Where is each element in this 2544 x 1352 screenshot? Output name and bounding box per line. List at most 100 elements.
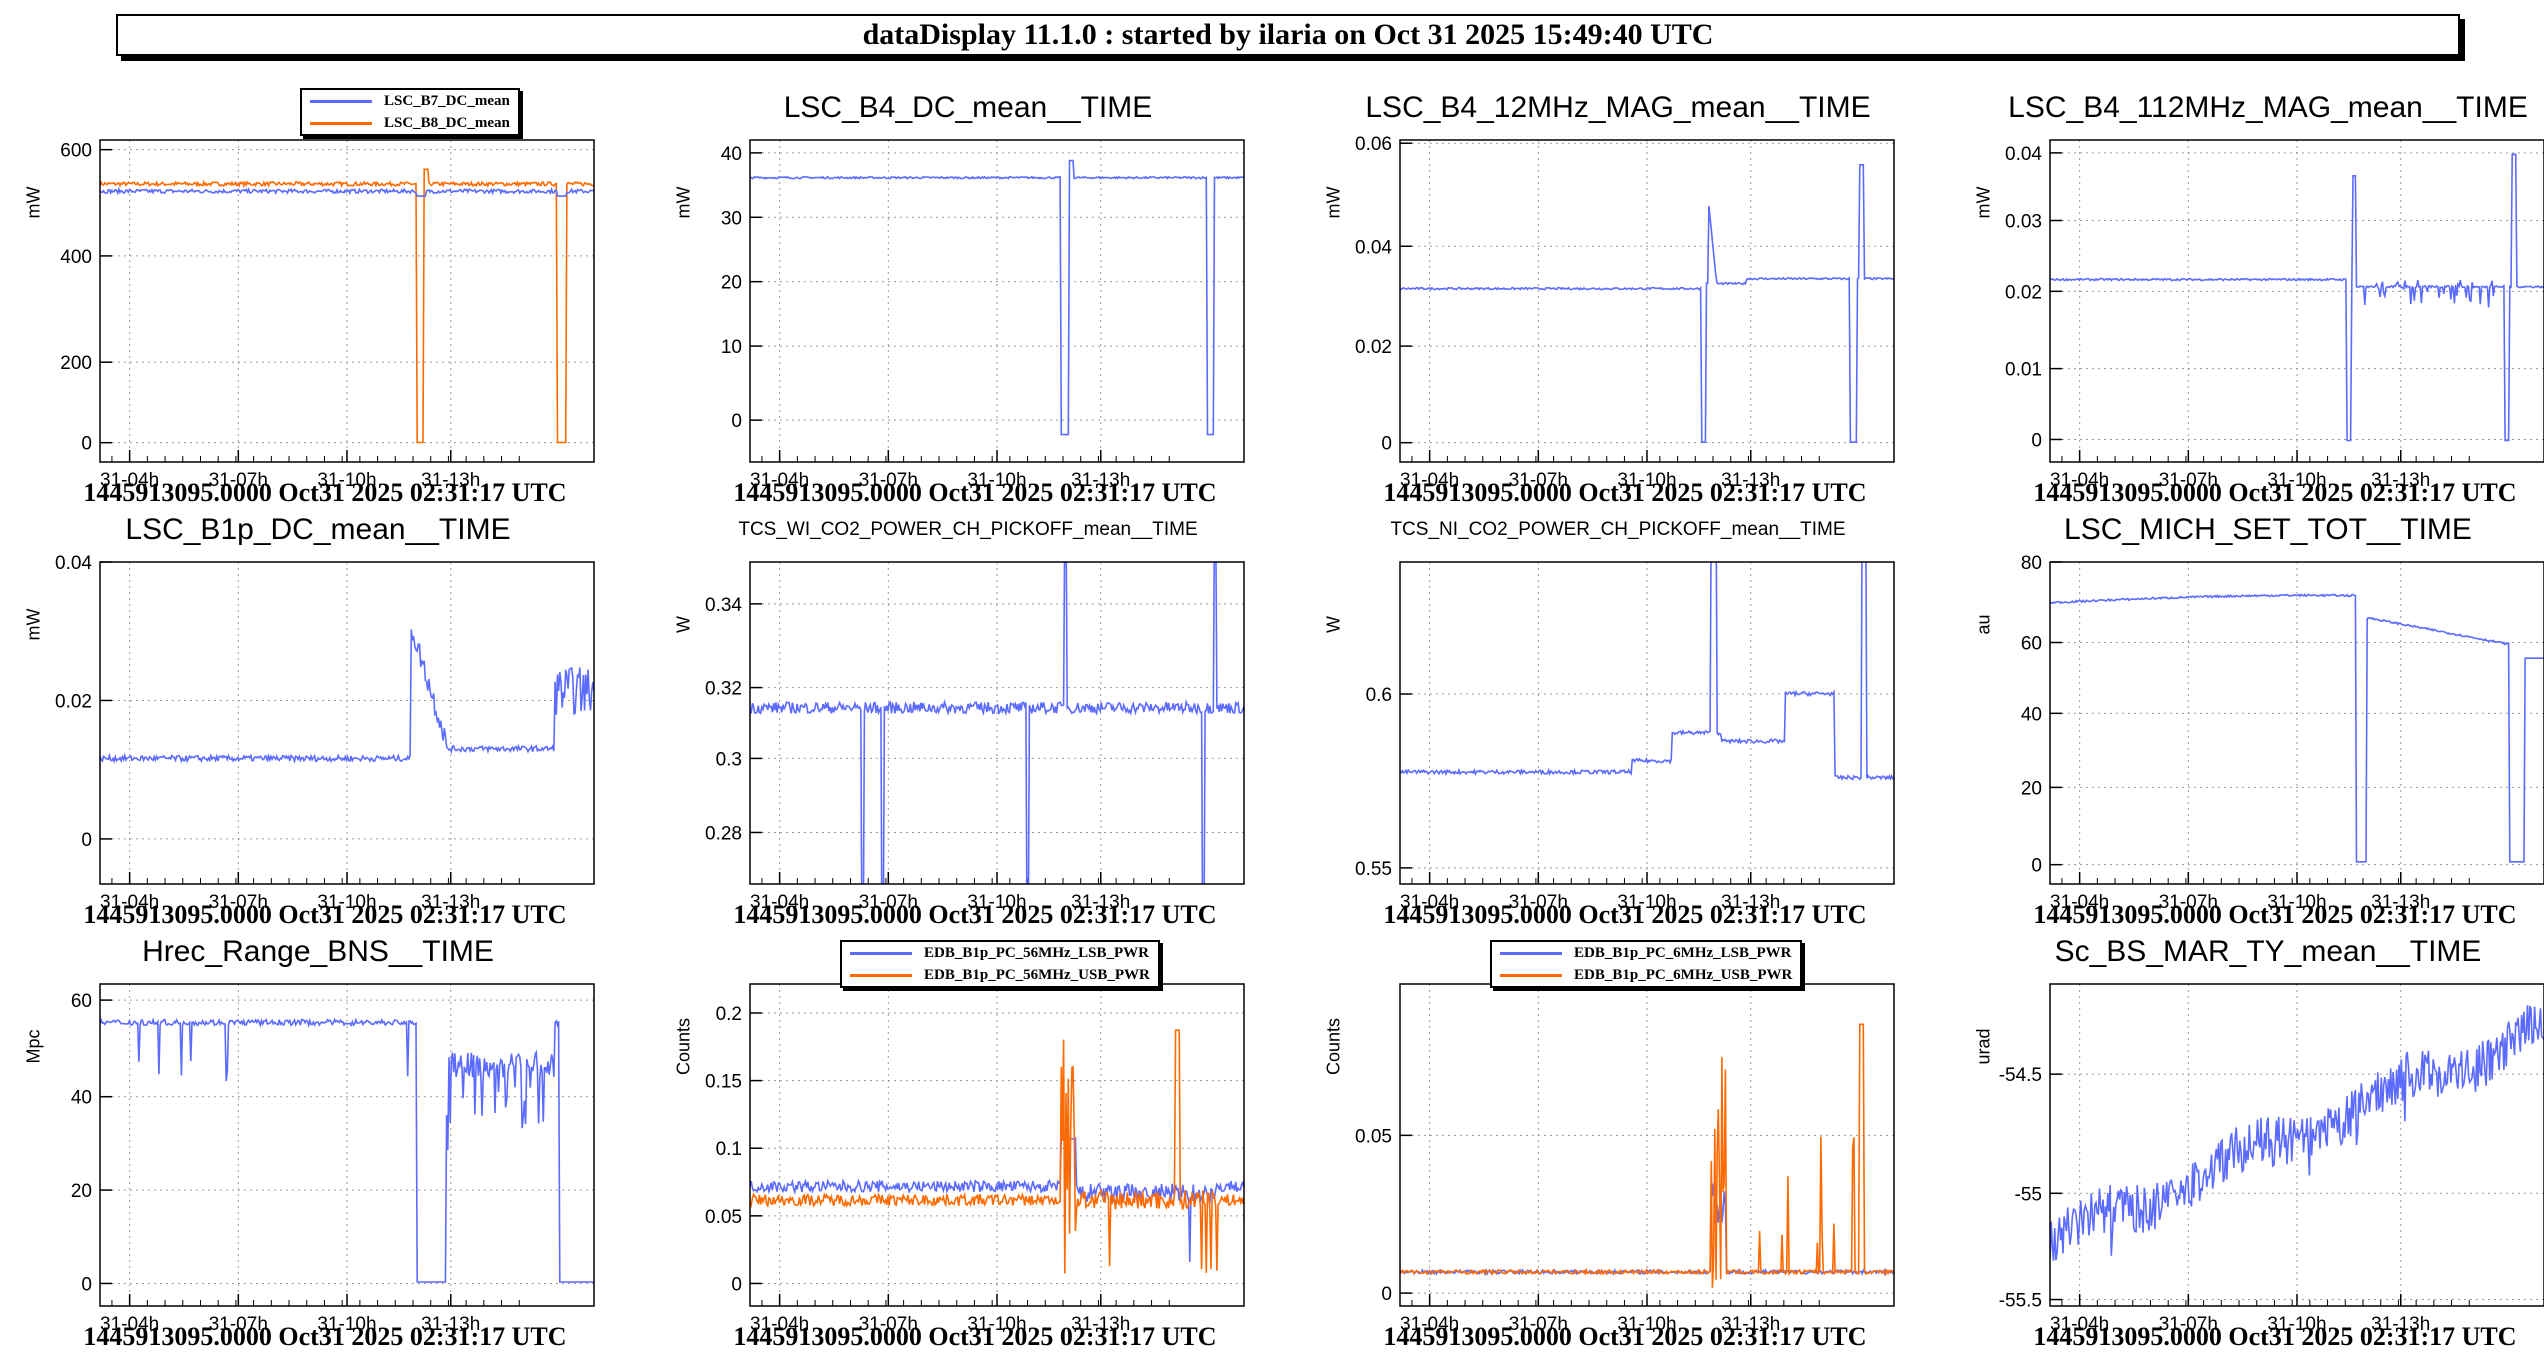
legend-swatch <box>850 951 912 955</box>
series-line-blue <box>750 562 1244 884</box>
plot-frame <box>749 139 1245 463</box>
plot-title: LSC_MICH_SET_TOT__TIME <box>2064 513 2472 546</box>
plot-panel: Sc_BS_MAR_TY_mean__TIME urad -54.5 -55 -55.5… <box>1950 930 2544 1351</box>
plot-title: Sc_BS_MAR_TY_mean__TIME <box>2054 935 2482 968</box>
x-tick-label: 31-13h <box>2371 470 2430 491</box>
y-tick-label: 0.55 <box>1355 859 1392 880</box>
y-tick-label: 40 <box>2021 704 2042 725</box>
time-footer: 1445913095.0000 Oct31 2025 02:31:17 UTC <box>1383 900 1867 929</box>
x-tick-label: 31-13h <box>1071 470 1130 491</box>
y-tick-label: 0.6 <box>1366 685 1392 706</box>
legend-item: EDB_B1p_PC_56MHz_LSB_PWR <box>842 942 1158 964</box>
y-tick-label: 400 <box>60 247 92 268</box>
plot-title: LSC_B4_112MHz_MAG_mean__TIME <box>2008 91 2528 124</box>
time-footer: 1445913095.0000 Oct31 2025 02:31:17 UTC <box>1383 1322 1867 1351</box>
x-tick-label: 31-10h <box>2267 470 2326 491</box>
plot-panel: Counts 0.05 0 31-04h 31-07h 31-10h 31-13h EDB_B… <box>1300 930 1936 1351</box>
x-tick-label: 31-07h <box>1509 892 1568 913</box>
y-tick-label: 0.1 <box>716 1139 742 1160</box>
x-tick-label: 31-07h <box>209 892 268 913</box>
y-tick-label: 0.2 <box>716 1004 742 1025</box>
y-tick-label: 60 <box>71 991 92 1012</box>
series-line-blue <box>1400 562 1894 781</box>
plot-title: Hrec_Range_BNS__TIME <box>142 935 494 968</box>
y-tick-label: 0.06 <box>1355 134 1392 155</box>
series-line-blue <box>2050 593 2544 863</box>
plot-panel: Hrec_Range_BNS__TIME Mpc 60 40 20 0 31-04h 31-0… <box>0 930 636 1351</box>
plot-area: 80 60 40 20 0 31-04h 31-07h 31-10h 31-13h <box>2021 553 2544 913</box>
y-tick-label: 0 <box>81 830 92 851</box>
window-title: dataDisplay 11.1.0 : started by ilaria o… <box>862 18 1714 51</box>
x-tick-label: 31-10h <box>317 892 376 913</box>
y-tick-label: 0.04 <box>1355 237 1392 258</box>
y-tick-label: 0.04 <box>55 553 92 574</box>
x-tick-label: 31-07h <box>2159 892 2218 913</box>
legend-label: EDB_B1p_PC_6MHz_LSB_PWR <box>1574 944 1792 961</box>
y-tick-label: 0.05 <box>705 1207 742 1228</box>
plot-frame <box>749 561 1245 885</box>
time-footer: 1445913095.0000 Oct31 2025 02:31:17 UTC <box>83 478 567 507</box>
y-tick-label: 0.3 <box>716 749 742 770</box>
plot-title: TCS_NI_CO2_POWER_CH_PICKOFF_mean__TIME <box>1390 519 1846 540</box>
y-tick-label: 600 <box>60 141 92 162</box>
plot-panel: LSC_B4_112MHz_MAG_mean__TIME mW 0.04 0.03 0.… <box>1950 86 2544 507</box>
y-tick-label: 0 <box>1381 1284 1392 1305</box>
legend-item: EDB_B1p_PC_6MHz_USB_PWR <box>1492 964 1800 986</box>
plot-panel: LSC_MICH_SET_TOT__TIME au 80 60 40 20 0 31-04h 3… <box>1950 508 2544 929</box>
legend-swatch <box>1500 973 1562 977</box>
plot-panel: TCS_NI_CO2_POWER_CH_PICKOFF_mean__TIME W 0… <box>1300 508 1936 929</box>
x-tick-label: 31-13h <box>421 892 480 913</box>
x-tick-label: 31-07h <box>209 470 268 491</box>
legend-item: LSC_B8_DC_mean <box>302 112 518 134</box>
plot-area: 600 400 200 0 31-04h 31-07h 31-10h 31-13h <box>60 139 595 491</box>
plot-title: LSC_B1p_DC_mean__TIME <box>125 513 511 546</box>
y-tick-label: 0 <box>731 411 742 432</box>
y-tick-label: 80 <box>2021 553 2042 574</box>
time-footer: 1445913095.0000 Oct31 2025 02:31:17 UTC <box>83 900 567 929</box>
plot-area: 40 30 20 10 0 31-04h 31-07h 31-10h 31-13h <box>721 139 1245 491</box>
x-tick-label: 31-13h <box>1721 892 1780 913</box>
plot-frame <box>1399 139 1895 463</box>
y-tick-label: 0 <box>81 1274 92 1295</box>
series-line-blue <box>2050 153 2544 442</box>
x-tick-label: 31-10h <box>967 892 1026 913</box>
x-tick-label: 31-04h <box>750 470 809 491</box>
plot-area: -54.5-55-55.531-04h 31-07h 31-10h 31-13h <box>1999 983 2544 1335</box>
y-tick-label: -55 <box>2015 1184 2042 1205</box>
x-tick-label: 31-07h <box>2159 470 2218 491</box>
time-footer: 1445913095.0000 Oct31 2025 02:31:17 UTC <box>733 900 1217 929</box>
legend-label: LSC_B8_DC_mean <box>384 114 510 131</box>
x-tick-label: 31-04h <box>2050 892 2109 913</box>
series-line-blue <box>750 159 1244 436</box>
legend-swatch <box>850 973 912 977</box>
y-tick-label: 0 <box>2031 430 2042 451</box>
x-tick-label: 31-04h <box>100 892 159 913</box>
time-footer: 1445913095.0000 Oct31 2025 02:31:17 UTC <box>1383 478 1867 507</box>
legend-swatch <box>1500 951 1562 955</box>
x-tick-label: 31-07h <box>859 470 918 491</box>
time-footer: 1445913095.0000 Oct31 2025 02:31:17 UTC <box>2033 478 2517 507</box>
y-tick-label: 0.02 <box>1355 337 1392 358</box>
plot-panel: LSC_B4_12MHz_MAG_mean__TIME mW 0.06 0.04 0.0… <box>1300 86 1936 507</box>
y-tick-label: 40 <box>721 144 742 165</box>
plot-frame <box>2049 561 2544 885</box>
x-tick-label: 31-04h <box>100 470 159 491</box>
plot-area: 0.06 0.04 0.02 0 31-04h 31-07h 31-10h 31-13h <box>1355 134 1895 491</box>
series-line-blue <box>1400 164 1894 443</box>
series-line-orange <box>1400 1023 1894 1288</box>
series-line-blue <box>2050 1005 2544 1261</box>
x-tick-label: 31-10h <box>1617 892 1676 913</box>
y-tick-label: 0 <box>1381 434 1392 455</box>
series-line-blue <box>750 1135 1244 1262</box>
plot-panel: mW 600 400 200 0 31-04h 31-07h 31-10h 31-13h LSC_… <box>0 86 636 507</box>
plot-frame <box>2049 983 2544 1307</box>
legend-label: EDB_B1p_PC_56MHz_LSB_PWR <box>924 944 1150 961</box>
series-line-blue <box>100 186 594 197</box>
plot-area: 0.04 0.03 0.02 0.01 0 31-04h 31-07h 31-10h 31-13… <box>2005 139 2544 491</box>
legend: EDB_B1p_PC_6MHz_LSB_PWR EDB_B1p_PC_6MHz_U… <box>1490 940 1803 988</box>
y-tick-label: 0 <box>81 434 92 455</box>
time-footer: 1445913095.0000 Oct31 2025 02:31:17 UTC <box>733 1322 1217 1351</box>
